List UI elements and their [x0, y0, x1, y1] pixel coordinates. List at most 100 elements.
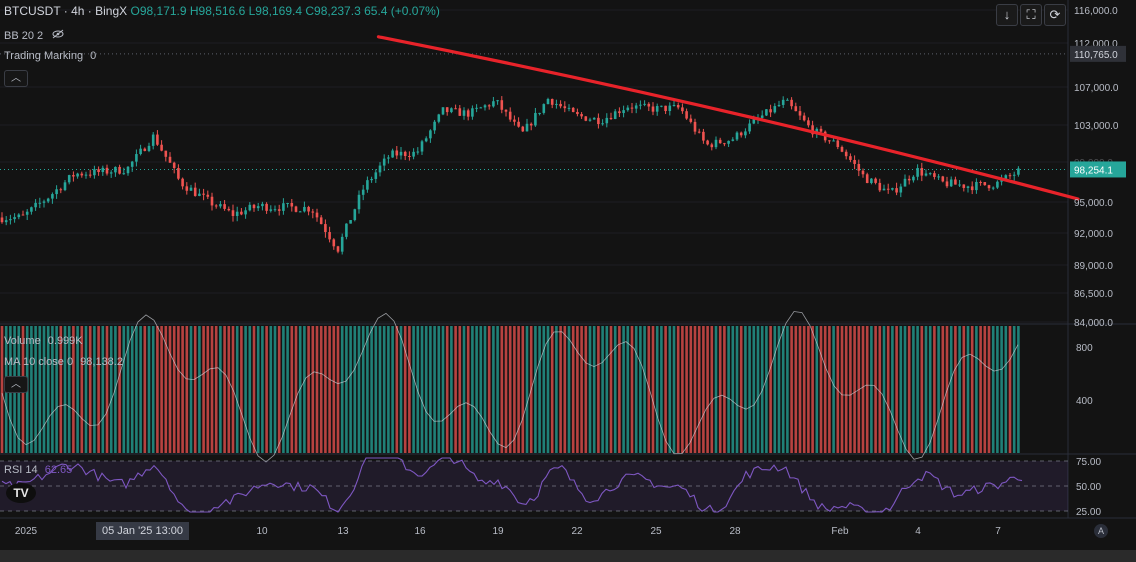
- candle-body: [828, 140, 831, 142]
- volume-bar: [513, 326, 516, 453]
- candle-body: [412, 151, 415, 157]
- candle-body: [618, 111, 621, 114]
- volume-bar: [67, 326, 71, 453]
- price-tick-label: 103,000.0: [1074, 121, 1119, 132]
- download-button[interactable]: ↓: [996, 4, 1018, 26]
- volume-bar: [555, 326, 558, 453]
- volume-bar: [546, 326, 550, 453]
- volume-bar: [786, 326, 789, 453]
- candle-body: [340, 236, 344, 252]
- candle-body: [332, 239, 336, 247]
- snapshot-button[interactable]: ⟳: [1044, 4, 1066, 26]
- volume-bar: [252, 326, 256, 453]
- time-tick-label: 13: [337, 526, 349, 537]
- volume-bar: [802, 326, 806, 453]
- volume-bar: [164, 326, 168, 453]
- volume-bar: [42, 326, 46, 453]
- volume-bar: [441, 326, 445, 453]
- volume-bar: [500, 326, 504, 453]
- volume-bar: [559, 326, 562, 453]
- volume-bar: [975, 326, 978, 453]
- eye-off-icon[interactable]: [52, 29, 64, 42]
- volume-bar: [601, 326, 604, 453]
- volume-bar: [672, 326, 676, 453]
- bb-legend[interactable]: BB 20 2: [4, 29, 64, 42]
- candle-body: [1012, 174, 1016, 176]
- time-tick-label: 7: [995, 526, 1001, 537]
- volume-bar: [450, 326, 453, 453]
- volume-bar: [634, 326, 638, 453]
- volume-legend[interactable]: Volume 0.999K: [4, 335, 83, 347]
- candle-body: [160, 144, 163, 151]
- candle-body: [870, 178, 873, 184]
- collapse-volume-legend-button[interactable]: ︿: [4, 376, 28, 393]
- volume-bar: [622, 326, 625, 453]
- volume-bar: [198, 326, 201, 453]
- volume-bar: [668, 326, 672, 453]
- candle-body: [361, 189, 365, 195]
- auto-scale-button[interactable]: A: [1094, 524, 1108, 538]
- volume-bar: [643, 326, 646, 453]
- candle-body: [336, 246, 340, 252]
- candle-body: [916, 167, 919, 177]
- collapse-legend-button[interactable]: ︿: [4, 70, 28, 87]
- time-tick-label: 28: [729, 526, 741, 537]
- candle-body: [156, 134, 159, 145]
- candle-body: [214, 205, 218, 207]
- candle-body: [424, 138, 428, 142]
- candle-body: [576, 111, 579, 115]
- candle-body: [172, 162, 176, 169]
- candle-body: [1004, 175, 1008, 179]
- candle-body: [4, 220, 8, 223]
- chevron-up-icon: ︿: [11, 379, 21, 390]
- volume-bar: [937, 326, 940, 453]
- volume-bar: [525, 326, 529, 453]
- tradingview-logo[interactable]: TV: [6, 483, 36, 503]
- volume-bar: [647, 326, 651, 453]
- volume-bar: [416, 326, 420, 453]
- candle-body: [676, 104, 680, 108]
- volume-bar: [151, 326, 155, 453]
- fullscreen-button[interactable]: ⛶: [1020, 4, 1042, 26]
- volume-bar: [844, 326, 848, 453]
- volume-bar: [1012, 326, 1016, 453]
- volume-bar: [471, 326, 474, 453]
- candle-body: [731, 139, 735, 141]
- ma-label: MA 10 close 0: [4, 356, 74, 368]
- candle-body: [702, 131, 705, 141]
- candle-body: [626, 107, 630, 111]
- candle-body: [651, 106, 655, 112]
- volume-bar: [319, 326, 323, 453]
- price-tick-label: 89,000.0: [1074, 261, 1113, 272]
- candle-body: [206, 194, 210, 197]
- ma-legend[interactable]: MA 10 close 0 98,138.2: [4, 356, 123, 368]
- volume-bar: [391, 326, 394, 453]
- candle-body: [597, 117, 600, 125]
- volume-bar: [1004, 326, 1008, 453]
- candle-body: [903, 178, 907, 187]
- symbol-title[interactable]: BTCUSDT · 4h · BingX: [4, 4, 128, 18]
- candle-body: [76, 173, 79, 177]
- candle-body: [844, 151, 848, 157]
- volume-bar: [588, 326, 592, 453]
- candle-body: [42, 201, 46, 203]
- volume-bar: [731, 326, 735, 453]
- candle-body: [370, 178, 373, 181]
- candle-body: [622, 110, 625, 114]
- crosshair-date-label: 05 Jan '25 13:00: [96, 522, 190, 540]
- volume-bar: [202, 326, 205, 453]
- candle-body: [563, 106, 567, 109]
- volume-bar: [387, 326, 390, 453]
- candle-body: [794, 106, 798, 112]
- volume-bar: [580, 326, 583, 453]
- candle-body: [647, 103, 651, 107]
- volume-bar: [832, 326, 835, 453]
- trading-marking-legend[interactable]: Trading Marking 0: [4, 50, 96, 62]
- candle-body: [697, 131, 701, 133]
- candle-body: [147, 145, 151, 151]
- candle-body: [445, 107, 449, 113]
- volume-bar: [109, 326, 113, 453]
- rsi-legend[interactable]: RSI 14 62.65: [4, 464, 72, 476]
